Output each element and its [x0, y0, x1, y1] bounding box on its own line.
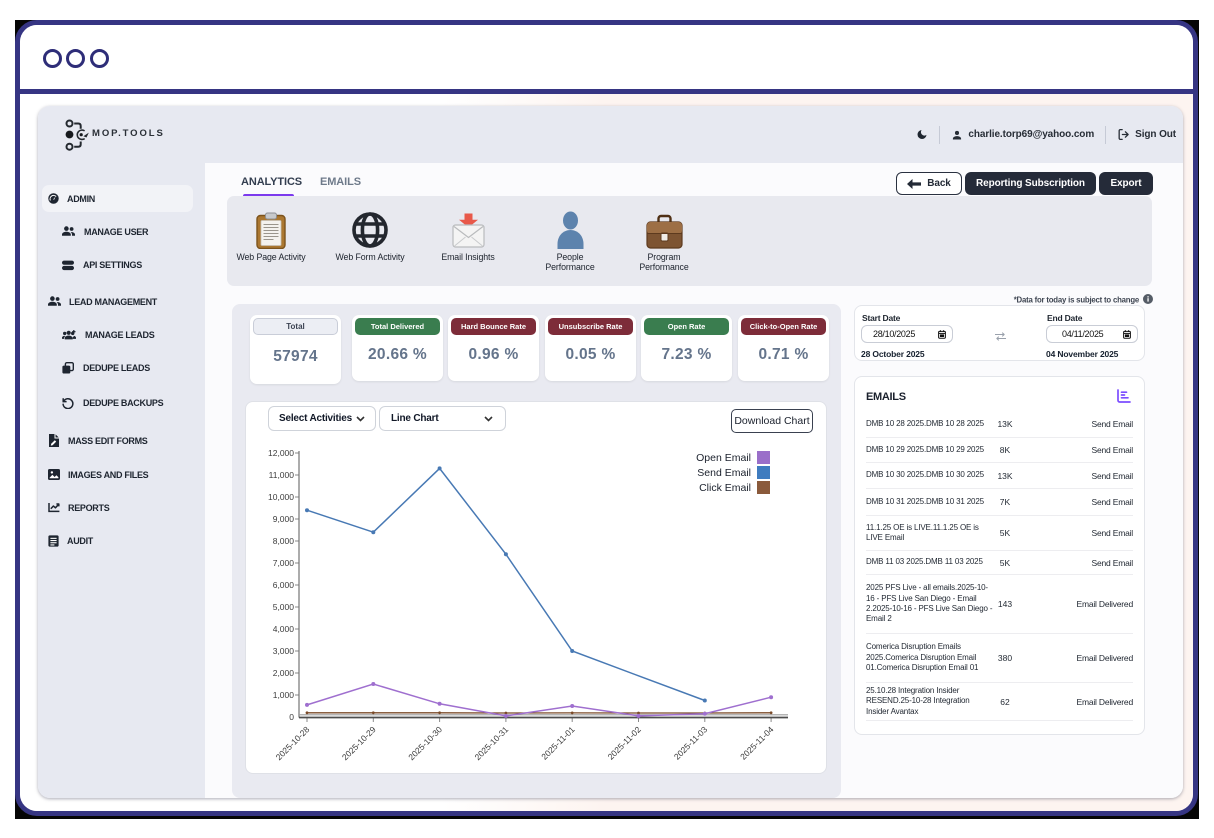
svg-text:1,000: 1,000 — [273, 690, 295, 700]
svg-text:4,000: 4,000 — [273, 624, 295, 634]
svg-text:7,000: 7,000 — [273, 558, 295, 568]
svg-text:2025-11-04: 2025-11-04 — [738, 724, 776, 762]
svg-text:0: 0 — [289, 712, 294, 722]
svg-text:12,000: 12,000 — [268, 448, 294, 458]
svg-text:2025-10-30: 2025-10-30 — [406, 724, 444, 762]
svg-text:Send Email: Send Email — [697, 467, 751, 479]
svg-text:2025-10-31: 2025-10-31 — [472, 724, 510, 762]
svg-text:9,000: 9,000 — [273, 514, 295, 524]
svg-text:2025-11-01: 2025-11-01 — [539, 724, 577, 762]
svg-text:5,000: 5,000 — [273, 602, 295, 612]
svg-text:Click Email: Click Email — [699, 482, 751, 494]
svg-text:2025-10-28: 2025-10-28 — [274, 724, 312, 762]
svg-text:Open Email: Open Email — [696, 452, 751, 464]
svg-text:2025-10-29: 2025-10-29 — [340, 724, 378, 762]
svg-text:6,000: 6,000 — [273, 580, 295, 590]
svg-text:3,000: 3,000 — [273, 646, 295, 656]
svg-text:10,000: 10,000 — [268, 492, 294, 502]
svg-text:8,000: 8,000 — [273, 536, 295, 546]
svg-text:2,000: 2,000 — [273, 668, 295, 678]
svg-text:2025-11-02: 2025-11-02 — [606, 724, 644, 762]
svg-text:11,000: 11,000 — [269, 470, 295, 480]
svg-text:2025-11-03: 2025-11-03 — [672, 724, 710, 762]
